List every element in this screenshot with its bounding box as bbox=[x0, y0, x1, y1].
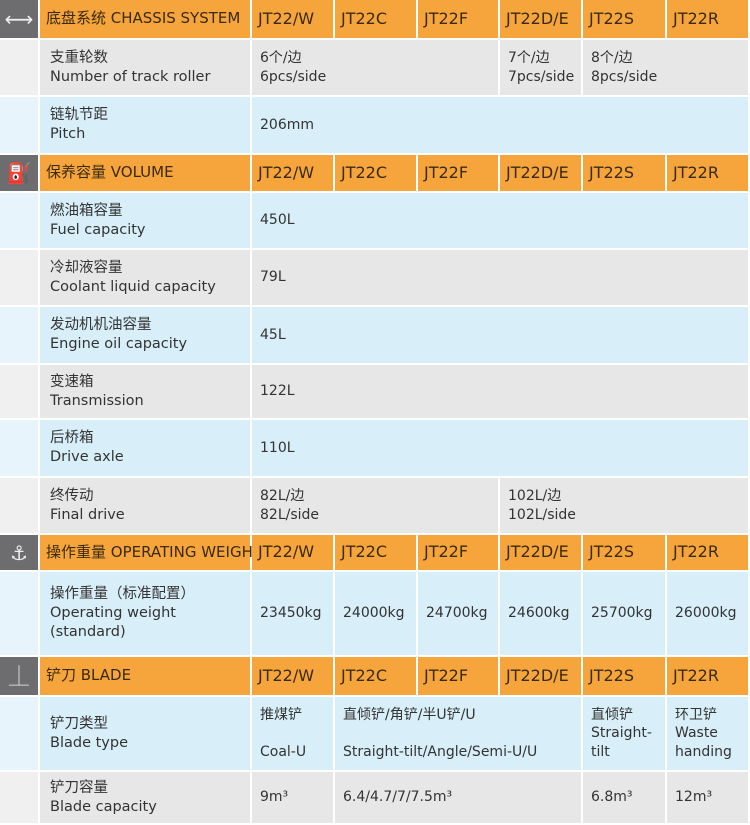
row-side-cell bbox=[0, 697, 40, 770]
model-column-header: JT22D/E bbox=[500, 657, 583, 695]
model-column-header: JT22C bbox=[335, 0, 418, 38]
spec-value: 24700kg bbox=[418, 572, 500, 655]
section-title: 铲刀 BLADE bbox=[40, 657, 252, 695]
section-header: ⛽ 保养容量 VOLUME JT22/W JT22C JT22F JT22D/E JT22S… bbox=[0, 155, 750, 193]
section-header: ⏊ 铲刀 BLADE JT22/W JT22C JT22F JT22D/E JT22S JT2… bbox=[0, 657, 750, 697]
model-column-header: JT22/W bbox=[252, 0, 335, 38]
spec-value: 6.4/4.7/7/7.5m³ bbox=[335, 772, 583, 823]
section-header: ⟷ 底盘系统 CHASSIS SYSTEM JT22/W JT22C JT22F JT22… bbox=[0, 0, 750, 40]
spec-value: 206mm bbox=[252, 97, 750, 153]
model-column-header: JT22C bbox=[335, 535, 418, 570]
spec-label: 操作重量（标准配置） Operating weight (standard) bbox=[40, 572, 252, 655]
spec-value: 环卫铲 Waste handing bbox=[667, 697, 750, 770]
spec-value: 102L/边 102L/side bbox=[500, 478, 750, 533]
row-side-cell bbox=[0, 772, 40, 823]
spec-value: 82L/边 82L/side bbox=[252, 478, 500, 533]
spec-value: 直倾铲/角铲/半U铲/U Straight-tilt/Angle/Semi-U/… bbox=[335, 697, 583, 770]
row-side-cell bbox=[0, 97, 40, 153]
row-side-cell bbox=[0, 307, 40, 363]
spec-value: 24600kg bbox=[500, 572, 583, 655]
model-column-header: JT22D/E bbox=[500, 0, 583, 38]
spec-value: 7个/边 7pcs/side bbox=[500, 40, 583, 95]
row-side-cell bbox=[0, 250, 40, 305]
spec-value: 122L bbox=[252, 365, 750, 418]
spec-row: 操作重量（标准配置） Operating weight (standard) 23… bbox=[0, 572, 750, 657]
model-column-header: JT22S bbox=[583, 155, 667, 191]
spec-value: 8个/边 8pcs/side bbox=[583, 40, 750, 95]
model-column-header: JT22S bbox=[583, 0, 667, 38]
spec-value: 6.8m³ bbox=[583, 772, 667, 823]
model-column-header: JT22D/E bbox=[500, 535, 583, 570]
spec-row: 链轨节距 Pitch 206mm bbox=[0, 97, 750, 155]
spec-label: 终传动 Final drive bbox=[40, 478, 252, 533]
spec-row: 发动机机油容量 Engine oil capacity 45L bbox=[0, 307, 750, 365]
spec-row: 变速箱 Transmission 122L bbox=[0, 365, 750, 420]
spec-row: 支重轮数 Number of track roller 6个/边 6pcs/sid… bbox=[0, 40, 750, 97]
spec-value: 12m³ bbox=[667, 772, 750, 823]
spec-value: 24000kg bbox=[335, 572, 418, 655]
spec-label: 变速箱 Transmission bbox=[40, 365, 252, 418]
spec-value: 直倾铲 Straight- tilt bbox=[583, 697, 667, 770]
spec-label: 铲刀容量 Blade capacity bbox=[40, 772, 252, 823]
model-column-header: JT22C bbox=[335, 657, 418, 695]
spec-value: 推煤铲 Coal-U bbox=[252, 697, 335, 770]
spec-value: 26000kg bbox=[667, 572, 750, 655]
model-column-header: JT22D/E bbox=[500, 155, 583, 191]
spec-label: 链轨节距 Pitch bbox=[40, 97, 252, 153]
spec-value: 45L bbox=[252, 307, 750, 363]
spec-row: 冷却液容量 Coolant liquid capacity 79L bbox=[0, 250, 750, 307]
row-side-cell bbox=[0, 365, 40, 418]
row-side-cell bbox=[0, 420, 40, 476]
spec-label: 支重轮数 Number of track roller bbox=[40, 40, 252, 95]
spec-row: 后桥箱 Drive axle 110L bbox=[0, 420, 750, 478]
spec-value: 23450kg bbox=[252, 572, 335, 655]
spec-value: 9m³ bbox=[252, 772, 335, 823]
model-column-header: JT22F bbox=[418, 657, 500, 695]
spec-label: 后桥箱 Drive axle bbox=[40, 420, 252, 476]
section-title: 底盘系统 CHASSIS SYSTEM bbox=[40, 0, 252, 38]
section-header: ⚓ 操作重量 OPERATING WEIGHT JT22/W JT22C JT22F JT… bbox=[0, 535, 750, 572]
spec-value: 79L bbox=[252, 250, 750, 305]
spec-value: 450L bbox=[252, 193, 750, 248]
spec-label: 燃油箱容量 Fuel capacity bbox=[40, 193, 252, 248]
model-column-header: JT22/W bbox=[252, 535, 335, 570]
row-side-cell bbox=[0, 478, 40, 533]
model-column-header: JT22F bbox=[418, 155, 500, 191]
spec-value: 6个/边 6pcs/side bbox=[252, 40, 500, 95]
row-side-cell bbox=[0, 40, 40, 95]
model-column-header: JT22S bbox=[583, 657, 667, 695]
spec-value: 110L bbox=[252, 420, 750, 476]
blade-icon: ⏊ bbox=[0, 657, 40, 695]
double-arrow-icon: ⟷ bbox=[0, 0, 40, 38]
model-column-header: JT22F bbox=[418, 535, 500, 570]
crane-hook-icon: ⚓ bbox=[0, 535, 40, 570]
model-column-header: JT22/W bbox=[252, 657, 335, 695]
model-column-header: JT22F bbox=[418, 0, 500, 38]
spec-row: 燃油箱容量 Fuel capacity 450L bbox=[0, 193, 750, 250]
section-title: 保养容量 VOLUME bbox=[40, 155, 252, 191]
fuel-can-icon: ⛽ bbox=[0, 155, 40, 191]
spec-label: 冷却液容量 Coolant liquid capacity bbox=[40, 250, 252, 305]
model-column-header: JT22/W bbox=[252, 155, 335, 191]
model-column-header: JT22R bbox=[667, 0, 750, 38]
spec-row: 铲刀容量 Blade capacity 9m³ 6.4/4.7/7/7.5m³ 6.8… bbox=[0, 772, 750, 825]
model-column-header: JT22C bbox=[335, 155, 418, 191]
spec-value: 25700kg bbox=[583, 572, 667, 655]
spec-row: 终传动 Final drive 82L/边 82L/side 102L/边 102L… bbox=[0, 478, 750, 535]
model-column-header: JT22R bbox=[667, 657, 750, 695]
row-side-cell bbox=[0, 572, 40, 655]
model-column-header: JT22S bbox=[583, 535, 667, 570]
section-title: 操作重量 OPERATING WEIGHT bbox=[40, 535, 262, 570]
model-column-header: JT22R bbox=[667, 155, 750, 191]
spec-row: 铲刀类型 Blade type 推煤铲 Coal-U 直倾铲/角铲/半U铲/U St… bbox=[0, 697, 750, 772]
row-side-cell bbox=[0, 193, 40, 248]
spec-label: 发动机机油容量 Engine oil capacity bbox=[40, 307, 252, 363]
model-column-header: JT22R bbox=[667, 535, 750, 570]
spec-label: 铲刀类型 Blade type bbox=[40, 697, 252, 770]
